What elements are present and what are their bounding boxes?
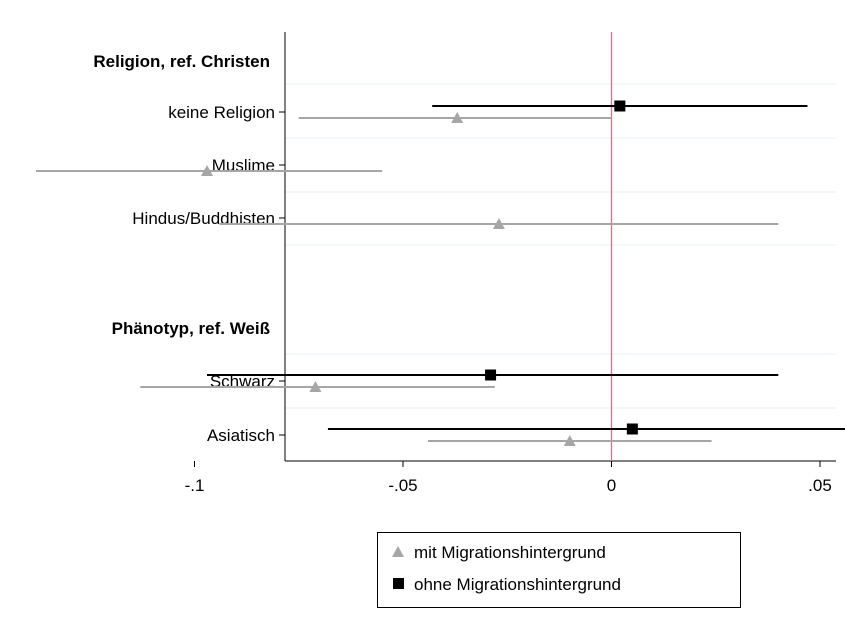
legend-label-ohne: ohne Migrationshintergrund [414, 575, 621, 594]
legend: mit Migrationshintergrund ohne Migration… [377, 532, 741, 608]
point-triangle-hindus-buddhisten [492, 218, 505, 229]
x-axis-ticks: -.15-.1-.050.05.1 [0, 461, 832, 495]
x-tick-label: -.15 [0, 476, 1, 495]
triangle-marker-icon [390, 543, 406, 563]
point-square-schwarz [485, 369, 497, 381]
point-square-asiatisch [626, 423, 638, 435]
row-label-muslime: Muslime [212, 156, 275, 175]
x-tick-label: -.1 [185, 476, 205, 495]
row-label-asiatisch: Asiatisch [207, 426, 275, 445]
x-tick-label: .05 [808, 476, 832, 495]
point-triangle-muslime [201, 165, 214, 176]
y-axis-labels: Religion, ref. Christen keine Religion Mus… [93, 52, 285, 445]
legend-item-mit: mit Migrationshintergrund [390, 543, 606, 563]
group-heading: Phänotyp, ref. Weiß [112, 319, 270, 338]
x-tick-label: 0 [607, 476, 616, 495]
point-triangle-keine-religion [451, 112, 464, 123]
legend-item-ohne: ohne Migrationshintergrund [390, 575, 621, 595]
square-marker-icon [390, 575, 406, 595]
x-tick-label: -.05 [388, 476, 417, 495]
point-triangle-asiatisch [563, 435, 576, 446]
chart-marks [36, 100, 845, 446]
legend-label-mit: mit Migrationshintergrund [414, 543, 606, 562]
row-label-keine-religion: keine Religion [168, 103, 275, 122]
row-gridlines [285, 83, 836, 409]
group-heading: Religion, ref. Christen [93, 52, 270, 71]
point-square-keine-religion [614, 100, 626, 112]
point-triangle-schwarz [309, 381, 322, 392]
row-label-hindus-buddhisten: Hindus/Buddhisten [132, 209, 275, 228]
